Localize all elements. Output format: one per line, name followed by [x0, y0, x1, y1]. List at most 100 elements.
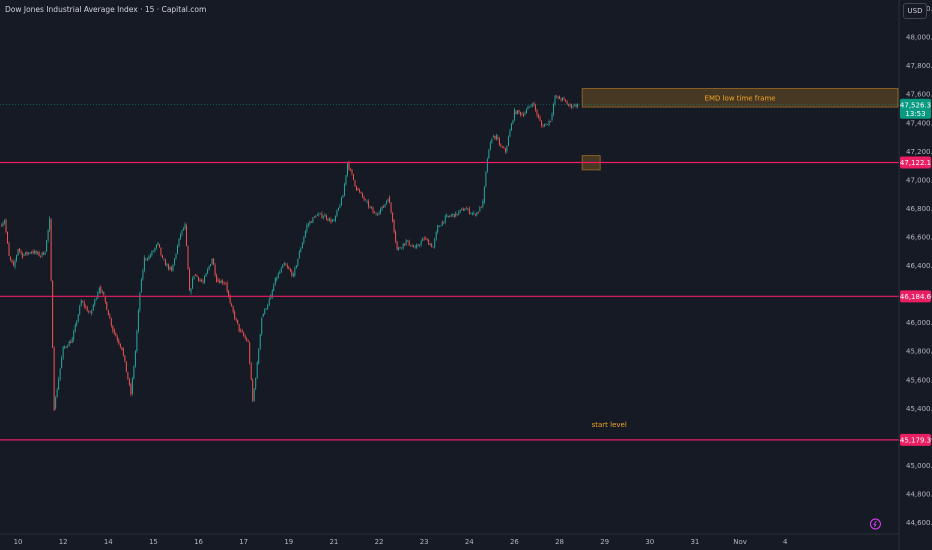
candle-body — [474, 214, 476, 216]
candle-body — [319, 213, 321, 215]
candle-body — [405, 240, 407, 245]
candle-body — [404, 243, 406, 245]
candle-body — [82, 301, 84, 303]
candle-body — [28, 252, 30, 255]
candle-body — [50, 219, 52, 281]
candle-body — [359, 189, 361, 192]
candle-body — [471, 213, 473, 214]
candle-body — [5, 219, 7, 233]
candle-body — [130, 384, 132, 395]
candle-body — [393, 219, 395, 232]
candle-body — [29, 252, 31, 254]
currency-button[interactable]: USD — [903, 3, 927, 19]
candle-body — [104, 296, 106, 302]
candle-body — [390, 203, 392, 213]
candle-body — [288, 267, 290, 270]
candle-body — [362, 193, 364, 197]
candle-body — [488, 149, 490, 159]
time-axis[interactable]: 10 12 14 15 16 17 19 21 22 23 24 26 28 29 30 31 Nov 4 — [14, 538, 788, 546]
candle-body — [14, 260, 16, 267]
candle-body — [497, 137, 499, 139]
candle-body — [498, 138, 500, 145]
time-tick-label: 21 — [329, 538, 338, 546]
candle-body — [495, 135, 497, 139]
candle-body — [136, 330, 138, 352]
candle-body — [322, 216, 324, 218]
candle-body — [92, 304, 94, 310]
candle-body — [563, 97, 565, 99]
zones-layer: EMD low time frame — [581, 88, 899, 171]
candle-body — [435, 232, 437, 240]
candle-body — [282, 264, 284, 268]
candle-body — [531, 105, 533, 106]
candle-body — [128, 379, 130, 385]
candle-body — [560, 98, 562, 101]
candle-body — [166, 264, 168, 266]
candle-body — [250, 363, 252, 380]
price-tick-label: 47,800.0 — [906, 62, 932, 70]
candle-body — [202, 281, 204, 283]
candle-body — [301, 242, 303, 249]
candle-body — [483, 186, 485, 203]
level-price-tag — [900, 433, 931, 446]
candle-body — [283, 263, 285, 265]
candle-body — [228, 290, 230, 297]
candle-body — [510, 123, 512, 131]
candle-body — [155, 244, 157, 249]
candle-body — [312, 217, 314, 223]
candle-body — [180, 234, 182, 239]
level-price-tag — [900, 290, 931, 303]
candle-body — [550, 121, 552, 122]
candle-body — [22, 252, 24, 258]
candle-body — [152, 250, 154, 252]
candle-body — [450, 215, 452, 217]
candle-body — [157, 242, 159, 245]
candle-body — [109, 315, 111, 319]
candle-body — [339, 205, 341, 208]
price-tick-label: 47,000.0 — [906, 176, 932, 184]
time-tick-label: 23 — [420, 538, 429, 546]
candle-body — [193, 275, 195, 279]
candle-body — [181, 229, 183, 235]
candle-body — [265, 308, 267, 310]
candle-body — [432, 246, 434, 248]
candle-body — [151, 251, 153, 256]
candle-body — [94, 299, 96, 305]
price-tick-label: 45,000.0 — [906, 462, 932, 470]
candle-body — [553, 104, 555, 115]
candle-body — [122, 348, 124, 356]
candle-body — [309, 221, 311, 225]
candle-body — [1, 225, 3, 227]
candle-body — [143, 257, 145, 271]
candle-body — [428, 240, 430, 245]
candle-body — [16, 255, 18, 261]
time-tick-label: 24 — [465, 538, 474, 546]
candle-body — [178, 238, 180, 246]
candle-body — [231, 304, 233, 307]
candle-body — [365, 199, 367, 201]
candle-body — [232, 306, 234, 312]
candle-body — [47, 229, 49, 241]
candle-body — [554, 95, 556, 105]
candle-body — [4, 220, 6, 224]
candle-body — [95, 298, 97, 300]
candle-body — [85, 306, 87, 308]
price-tick-label: 45,400.0 — [906, 405, 932, 413]
candle-body — [210, 264, 212, 267]
candle-body — [244, 335, 246, 339]
candle-body — [273, 285, 275, 291]
candle-body — [49, 218, 51, 230]
candle-body — [74, 324, 76, 332]
candle-body — [304, 231, 306, 238]
candle-body — [198, 277, 200, 281]
candle-body — [11, 259, 13, 263]
candle-body — [417, 244, 419, 246]
candle-body — [295, 265, 297, 268]
price-tick-label: 47,200.0 — [906, 148, 932, 156]
candle-body — [342, 195, 344, 198]
candle-body — [253, 388, 255, 402]
candle-body — [566, 101, 568, 105]
price-tags: 47,122.1 46,184.6 45,179.3 47,526.313:53 — [900, 98, 932, 446]
candle-body — [438, 225, 440, 228]
